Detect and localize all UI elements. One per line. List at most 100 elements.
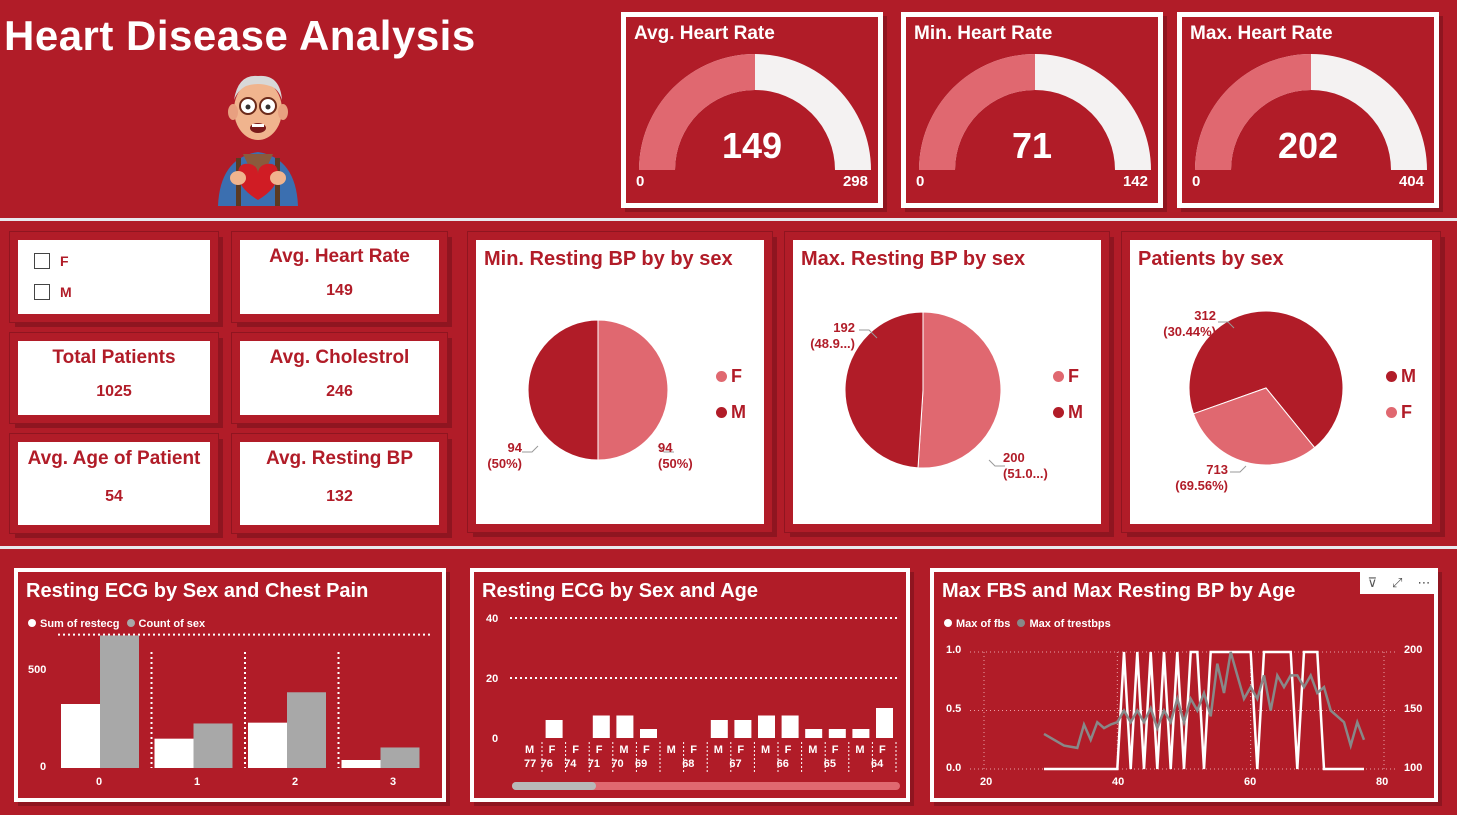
bar [380, 747, 420, 768]
pie-slice-f [1192, 387, 1316, 466]
kpi-value: 246 [326, 383, 353, 400]
x-tick-sex: M [761, 744, 771, 756]
bar [545, 720, 563, 738]
chart-legend: Sum of restecg Count of sex [28, 618, 205, 630]
bar [781, 715, 799, 738]
kpi-total-patients: Total Patients 1025 [10, 333, 218, 423]
line-chart-fbs-bp [970, 650, 1396, 771]
x-tick-sex: F [737, 744, 745, 756]
pie-patients-by-sex-card[interactable]: Patients by sex 713 (69.56%) 312 (30.44%) … [1122, 232, 1440, 532]
bar [592, 715, 610, 738]
legend-dot [716, 371, 727, 382]
bar [640, 729, 657, 738]
scrollbar-thumb[interactable] [512, 782, 596, 790]
legend-item-sum-restecg[interactable]: Sum of restecg [40, 618, 120, 630]
y-tick-left: 0.5 [946, 703, 962, 715]
legend-item-max-trestbps[interactable]: Max of trestbps [1029, 618, 1111, 630]
bar [287, 692, 326, 768]
line-fbs-bp-card[interactable]: Max FBS and Max Resting BP by Age ⊽ ⤢ ⋯ … [930, 568, 1438, 802]
gauge-card-max-heart-rate[interactable]: Max. Heart Rate 202 0 404 [1177, 12, 1439, 208]
gauge-value: 71 [1011, 125, 1053, 166]
bar [61, 704, 100, 768]
sex-slicer[interactable]: F M [10, 232, 218, 322]
legend-item-f[interactable]: F [1386, 402, 1412, 423]
legend-item-count-sex[interactable]: Count of sex [138, 618, 206, 630]
bar [758, 715, 775, 738]
bar [341, 760, 381, 768]
pie-leader-line [1218, 321, 1235, 329]
kpi-avg-age: Avg. Age of Patient 54 [10, 434, 218, 533]
legend-item-f[interactable]: F [1053, 366, 1079, 387]
y-tick: 500 [28, 664, 47, 676]
bar [154, 738, 194, 768]
x-tick-age: 77 [524, 758, 537, 770]
gauge-title: Avg. Heart Rate [634, 23, 775, 44]
slicer-checkbox-m[interactable] [34, 284, 50, 300]
x-tick-sex: M [855, 744, 865, 756]
pie-label-m: 192 (48.9...) [810, 320, 855, 351]
focus-mode-icon[interactable]: ⤢ [1392, 575, 1403, 590]
kpi-value: 1025 [96, 383, 132, 400]
legend-item-m[interactable]: M [1386, 366, 1416, 387]
slicer-option-f[interactable]: F [60, 253, 69, 269]
x-tick: 3 [390, 776, 397, 788]
x-tick-sex: F [784, 744, 792, 756]
legend-item-f[interactable]: F [716, 366, 742, 387]
legend-item-m[interactable]: M [1053, 402, 1083, 423]
x-tick-age: 74 [564, 758, 577, 770]
kpi-label: Avg. Cholestrol [269, 347, 410, 368]
y-tick-left: 0.0 [946, 762, 962, 774]
bar [734, 720, 752, 738]
filter-icon[interactable]: ⊽ [1367, 575, 1378, 590]
x-tick-age: 65 [823, 758, 837, 770]
gauge-value: 202 [1277, 125, 1339, 166]
bar-chart-ecg-sex-age [510, 617, 900, 772]
y-tick-left: 1.0 [946, 644, 962, 656]
x-tick-sex: F [643, 744, 650, 756]
x-tick-sex: F [690, 744, 697, 756]
x-tick-sex: M [619, 744, 629, 756]
gauge-card-avg-heart-rate[interactable]: Avg. Heart Rate 149 0 298 [621, 12, 883, 208]
kpi-value: 149 [326, 282, 353, 299]
gauge-max: 404 [1398, 173, 1424, 190]
kpi-value: 132 [326, 488, 353, 505]
x-tick: 60 [1244, 776, 1257, 788]
pie-slice-f [597, 319, 669, 461]
gauge-arc [639, 54, 871, 170]
x-tick: 1 [194, 776, 201, 788]
elderly-man-heart-illustration [218, 75, 298, 206]
pie-label-m: 713 (69.56%) [1175, 462, 1228, 493]
x-tick-sex: M [525, 744, 535, 756]
pie-chart-patients [1188, 310, 1344, 473]
pie-slice-m [527, 319, 599, 461]
legend-item-max-fbs[interactable]: Max of fbs [956, 618, 1011, 630]
x-tick: 2 [292, 776, 299, 788]
legend-dot [1386, 407, 1397, 418]
pie-leader-line [859, 329, 878, 339]
bar-ecg-chest-pain-card[interactable]: Resting ECG by Sex and Chest Pain Sum of… [14, 568, 446, 802]
x-tick: 0 [96, 776, 103, 788]
more-options-icon[interactable]: ⋯ [1417, 575, 1431, 590]
y-tick-right: 150 [1404, 703, 1423, 715]
gauge-max: 142 [1122, 173, 1148, 190]
gauge-max: 298 [842, 173, 868, 190]
pie-min-resting-bp-card[interactable]: Min. Resting BP by by sex 94 (50%) 94 (50%… [468, 232, 772, 532]
y-tick: 0 [492, 733, 499, 745]
bar-ecg-sex-age-card[interactable]: Resting ECG by Sex and Age 40 20 0 M 77 F 7… [470, 568, 910, 802]
pie-slice-f [917, 311, 1002, 469]
x-tick-sex: F [548, 744, 556, 756]
x-tick-age: 70 [611, 758, 624, 770]
gauge-title: Min. Heart Rate [914, 23, 1053, 44]
x-tick-age: 69 [635, 758, 648, 770]
gauge-arc [1195, 54, 1427, 170]
horizontal-scrollbar[interactable] [512, 782, 900, 790]
gauge-card-min-heart-rate[interactable]: Min. Heart Rate 71 0 142 [901, 12, 1163, 208]
pie-max-resting-bp-card[interactable]: Max. Resting BP by sex 200 (51.0...) 192(… [785, 232, 1109, 532]
chart-legend: Max of fbs Max of trestbps [944, 618, 1111, 630]
gauge-min: 0 [1192, 173, 1201, 190]
y-tick: 0 [40, 761, 47, 773]
x-tick-age: 64 [871, 758, 884, 770]
slicer-option-m[interactable]: M [60, 284, 72, 300]
slicer-checkbox-f[interactable] [34, 253, 50, 269]
legend-item-m[interactable]: M [716, 402, 746, 423]
